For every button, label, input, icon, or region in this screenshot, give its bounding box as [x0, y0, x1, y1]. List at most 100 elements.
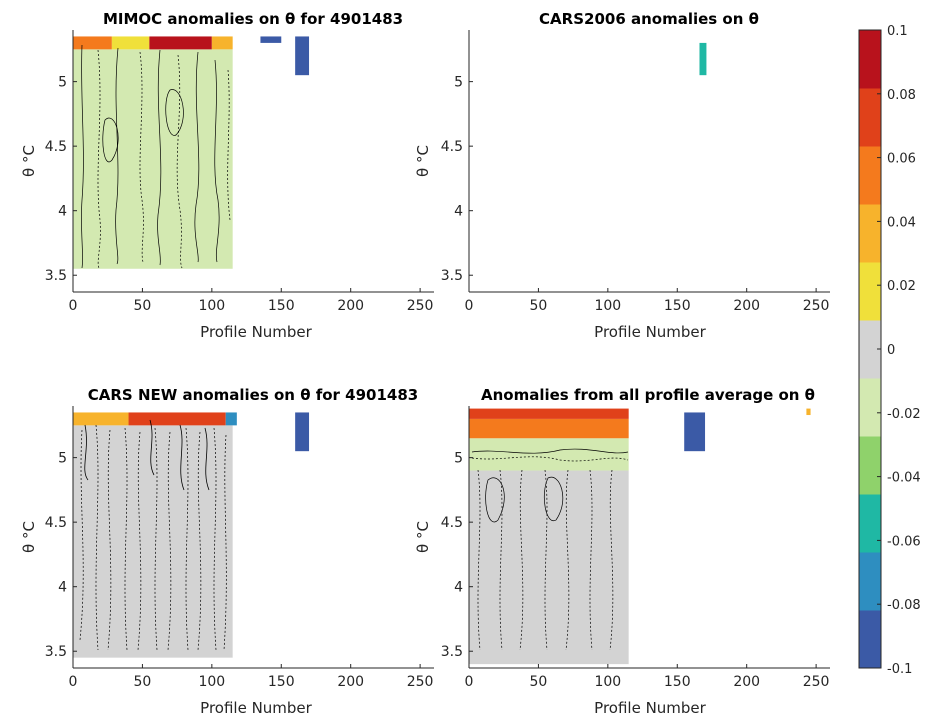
colorbar-step — [859, 262, 881, 321]
x-tick-label: 200 — [733, 298, 760, 314]
x-tick-label: 0 — [69, 298, 78, 314]
heatmap-cell — [806, 408, 811, 416]
x-tick-label: 250 — [803, 298, 830, 314]
colorbar-tick-label: 0.02 — [887, 279, 916, 294]
x-tick-label: 50 — [530, 674, 548, 690]
colorbar-step — [859, 204, 881, 263]
heatmap-cell — [111, 36, 150, 50]
contour-lines — [471, 448, 629, 651]
y-tick-label: 4 — [58, 204, 67, 220]
panel-title: CARS NEW anomalies on θ for 4901483 — [88, 386, 418, 404]
y-tick-label: 3.5 — [441, 644, 463, 660]
x-tick-label: 250 — [803, 674, 830, 690]
x-tick-label: 200 — [337, 298, 364, 314]
colorbar-step — [859, 378, 881, 437]
y-tick-label: 5 — [58, 75, 67, 91]
y-tick-label: 5 — [58, 451, 67, 467]
heatmap-cell — [469, 418, 629, 439]
x-tick-label: 100 — [198, 674, 225, 690]
panel-mimoc: MIMOC anomalies on θ for 4901483 0 50 100 1… — [20, 10, 434, 341]
y-tick-label: 4 — [58, 580, 67, 596]
heatmap-cell — [469, 408, 629, 419]
x-tick-label: 100 — [594, 298, 621, 314]
x-tick-label: 100 — [594, 674, 621, 690]
colorbar: 0.1 0.08 0.06 0.04 0.02 0 -0.02 -0.04 -0.06 -0.08… — [858, 24, 921, 677]
x-axis-label: Profile Number — [200, 323, 312, 341]
y-tick-label: 3.5 — [45, 644, 67, 660]
heatmap-cells — [699, 42, 707, 76]
y-tick-label: 4 — [454, 580, 463, 596]
y-tick-label: 5 — [454, 451, 463, 467]
y-axis-label: θ °C — [20, 145, 38, 177]
heatmap-cell — [73, 36, 112, 50]
heatmap-cell — [684, 412, 706, 452]
x-tick-label: 50 — [134, 298, 152, 314]
colorbar-step — [859, 30, 881, 89]
colorbar-tick-label: -0.1 — [887, 662, 912, 677]
x-tick-label: 200 — [733, 674, 760, 690]
heatmap-cell — [469, 470, 629, 665]
colorbar-step — [859, 494, 881, 553]
y-axis-label: θ °C — [414, 521, 432, 553]
heatmap-cell — [128, 412, 226, 426]
axis-ticks: 0 50 100 150 200 250 3.5 4 4.5 5 — [441, 451, 830, 690]
panel-title: Anomalies from all profile average on θ — [481, 386, 815, 404]
y-tick-label: 4.5 — [45, 515, 67, 531]
x-axis-label: Profile Number — [594, 323, 706, 341]
heatmap-cell — [260, 36, 282, 43]
heatmap-cell — [295, 412, 310, 452]
heatmap-cell — [469, 438, 629, 471]
colorbar-tick-label: -0.06 — [887, 534, 921, 549]
colorbar-step — [859, 146, 881, 205]
y-axis-label: θ °C — [414, 145, 432, 177]
colorbar-step — [859, 436, 881, 495]
heatmap-cell — [73, 49, 233, 269]
heatmap-cells — [73, 36, 310, 269]
x-tick-label: 200 — [337, 674, 364, 690]
colorbar-step — [859, 88, 881, 147]
axis-ticks: 0 50 100 150 200 250 3.5 4 4.5 5 — [45, 75, 434, 314]
y-axis-label: θ °C — [20, 521, 38, 553]
heatmap-cell — [211, 36, 233, 50]
plot-area — [469, 30, 830, 292]
x-tick-label: 250 — [407, 674, 434, 690]
x-tick-label: 150 — [664, 298, 691, 314]
panel-title: MIMOC anomalies on θ for 4901483 — [103, 10, 403, 28]
x-tick-label: 150 — [268, 674, 295, 690]
heatmap-cell — [149, 36, 212, 50]
colorbar-tick-label: 0.08 — [887, 88, 916, 103]
colorbar-tick-label: -0.04 — [887, 471, 921, 486]
x-tick-label: 150 — [664, 674, 691, 690]
colorbar-gradient — [859, 30, 881, 669]
heatmap-cell — [73, 412, 129, 426]
x-tick-label: 150 — [268, 298, 295, 314]
panel-cars2006: CARS2006 anomalies on θ 0 50 100 150 200 250 3… — [414, 10, 830, 341]
colorbar-tick-label: 0.1 — [887, 24, 908, 39]
x-axis-label: Profile Number — [200, 699, 312, 717]
axis-ticks: 0 50 100 150 200 250 3.5 4 4.5 5 — [45, 451, 434, 690]
colorbar-step — [859, 320, 881, 379]
colorbar-tick-label: 0.04 — [887, 215, 916, 230]
y-tick-label: 3.5 — [45, 268, 67, 284]
panel-title: CARS2006 anomalies on θ — [539, 10, 759, 28]
heatmap-cells — [469, 408, 811, 665]
axis-ticks: 0 50 100 150 200 250 3.5 4 4.5 5 — [441, 75, 830, 314]
x-tick-label: 0 — [465, 298, 474, 314]
colorbar-step — [859, 552, 881, 611]
contour-lines-solid — [84, 419, 210, 491]
y-tick-label: 4.5 — [45, 139, 67, 155]
y-tick-label: 5 — [454, 75, 463, 91]
x-tick-label: 100 — [198, 298, 225, 314]
heatmap-cell — [225, 412, 237, 426]
y-tick-label: 4.5 — [441, 515, 463, 531]
heatmap-cell — [295, 36, 310, 76]
colorbar-tick-label: -0.08 — [887, 598, 921, 613]
colorbar-tick-label: -0.02 — [887, 407, 921, 422]
x-tick-label: 50 — [134, 674, 152, 690]
colorbar-step — [859, 610, 881, 669]
panel-carsnew: CARS NEW anomalies on θ for 4901483 — [20, 386, 434, 717]
x-tick-label: 50 — [530, 298, 548, 314]
y-tick-label: 4 — [454, 204, 463, 220]
contour-lines — [81, 44, 231, 269]
